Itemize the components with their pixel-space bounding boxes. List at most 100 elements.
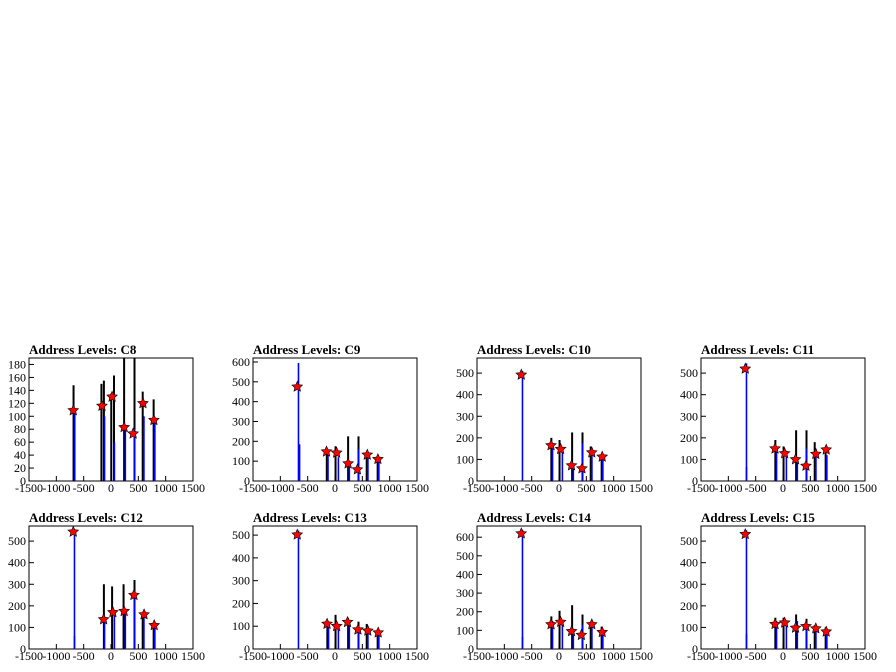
- x-tick-label: 0: [332, 481, 338, 495]
- x-tick-label: 1500: [405, 649, 429, 663]
- peak-marker: [320, 445, 333, 457]
- x-tick-label: 500: [577, 649, 595, 663]
- y-tick-label: 400: [232, 395, 250, 409]
- panel-8: Address Levels: C15 0 100 200 300 400 500 -1500…: [680, 510, 877, 663]
- panel-6: Address Levels: C13 0 100 200 300 400 500 -1500…: [232, 510, 429, 663]
- y-tick-label: 300: [232, 414, 250, 428]
- x-tick-label: 1500: [853, 481, 877, 495]
- peak-marker: [330, 619, 343, 632]
- x-tick-label: -1000: [714, 649, 742, 663]
- x-tick-label: -500: [521, 481, 543, 495]
- y-tick-label: 0: [20, 474, 26, 488]
- x-tick-label: 500: [801, 481, 819, 495]
- y-tick-label: 500: [8, 534, 26, 548]
- y-tick-label: 100: [8, 409, 26, 423]
- peak-marker: [565, 625, 578, 637]
- peak-marker: [769, 442, 782, 454]
- peak-marker: [97, 613, 110, 625]
- y-tick-label: 80: [14, 422, 26, 436]
- x-tick-label: 500: [353, 481, 371, 495]
- panel-5: Address Levels: C12 0 100 200 300 400 500 -1500…: [8, 510, 205, 663]
- y-tick-label: 0: [20, 642, 26, 656]
- y-tick-label: 500: [232, 528, 250, 542]
- chart-title: Address Levels: C14: [477, 510, 591, 525]
- peak-marker: [67, 525, 80, 537]
- peak-marker: [106, 390, 118, 402]
- peak-marker: [351, 463, 364, 475]
- peak-marker: [799, 620, 812, 632]
- x-tick-label: 1000: [826, 649, 850, 663]
- y-tick-label: 100: [232, 454, 250, 468]
- chart-title: Address Levels: C10: [477, 342, 591, 357]
- peak-marker: [95, 399, 108, 411]
- x-tick-label: -1000: [266, 481, 294, 495]
- peak-marker: [739, 527, 752, 540]
- x-tick-label: -500: [745, 481, 767, 495]
- x-tick-label: 0: [780, 649, 786, 663]
- y-tick-label: 120: [8, 396, 26, 410]
- peak-marker: [585, 618, 598, 630]
- peak-marker: [769, 617, 782, 630]
- x-tick-label: 0: [556, 649, 562, 663]
- x-tick-label: 1000: [602, 481, 626, 495]
- peak-marker: [585, 446, 598, 458]
- peak-marker: [128, 588, 140, 601]
- x-tick-label: -1500: [15, 481, 43, 495]
- y-tick-label: 400: [232, 551, 250, 565]
- y-tick-label: 0: [692, 642, 698, 656]
- chart-title: Address Levels: C15: [701, 510, 815, 525]
- peak-marker: [291, 528, 304, 540]
- y-tick-label: 300: [456, 409, 474, 423]
- peak-marker: [554, 442, 567, 455]
- peak-marker: [596, 625, 609, 638]
- x-tick-label: -1500: [463, 649, 491, 663]
- peak-marker: [361, 448, 374, 460]
- x-tick-label: -1000: [714, 481, 742, 495]
- y-tick-label: 200: [680, 599, 698, 613]
- y-tick-label: 400: [456, 388, 474, 402]
- x-tick-label: -500: [73, 649, 95, 663]
- y-tick-label: 100: [456, 623, 474, 637]
- y-tick-label: 200: [456, 431, 474, 445]
- x-tick-label: 500: [129, 649, 147, 663]
- x-tick-label: -500: [73, 481, 95, 495]
- peak-marker: [778, 447, 791, 459]
- y-tick-label: 20: [14, 461, 26, 475]
- y-tick-label: 300: [8, 577, 26, 591]
- y-tick-label: 400: [8, 556, 26, 570]
- peak-marker: [148, 619, 161, 631]
- peak-marker: [820, 443, 833, 455]
- peak-marker: [342, 457, 355, 469]
- peak-marker: [778, 616, 791, 628]
- peak-marker: [361, 624, 374, 636]
- x-tick-label: 1500: [629, 481, 653, 495]
- peak-marker: [138, 608, 151, 620]
- y-tick-label: 300: [456, 586, 474, 600]
- peak-marker: [351, 623, 364, 635]
- panel-3: Address Levels: C10 0 100 200 300 400 500 -1500…: [456, 342, 653, 495]
- chart-title: Address Levels: C11: [701, 342, 814, 357]
- x-tick-label: -500: [297, 649, 319, 663]
- x-tick-label: 1500: [853, 649, 877, 663]
- x-tick-label: -1000: [266, 649, 294, 663]
- x-tick-label: 1500: [181, 649, 205, 663]
- panel-2: Address Levels: C9 0 100 200 300 400 500 600 -15…: [232, 342, 429, 495]
- y-tick-label: 140: [8, 383, 26, 397]
- x-tick-label: 1000: [154, 481, 178, 495]
- x-tick-label: -1500: [239, 649, 267, 663]
- x-tick-label: 500: [129, 481, 147, 495]
- peak-marker: [118, 421, 131, 433]
- x-tick-label: -1000: [490, 481, 518, 495]
- panel-4: Address Levels: C11 0 100 200 300 400 500 -1500…: [680, 342, 877, 495]
- peak-marker: [107, 606, 119, 618]
- peak-marker: [809, 622, 822, 634]
- y-tick-label: 200: [8, 599, 26, 613]
- panel-1: Address Levels: C80204060801001201401601…: [8, 342, 205, 495]
- peak-marker: [545, 618, 558, 630]
- x-tick-label: 1500: [629, 649, 653, 663]
- y-tick-label: 0: [468, 474, 474, 488]
- peak-marker: [809, 447, 822, 460]
- peak-marker: [291, 380, 304, 392]
- y-tick-label: 200: [680, 431, 698, 445]
- y-tick-label: 180: [8, 357, 26, 371]
